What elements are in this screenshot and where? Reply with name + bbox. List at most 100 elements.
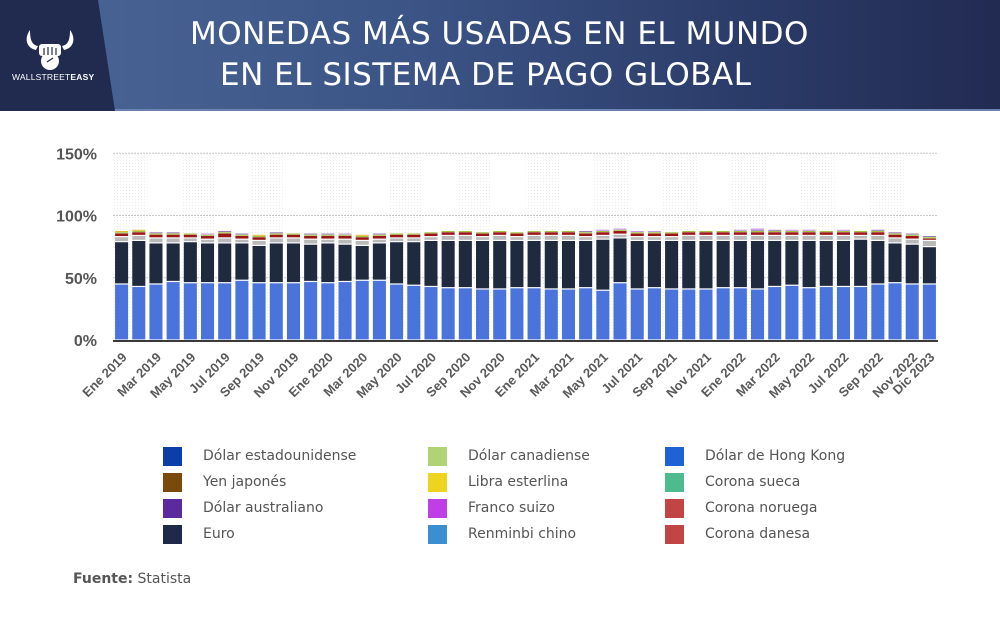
bar-segment [630,232,644,234]
bar-segment [355,234,369,236]
legend-label: Dólar canadiense [468,448,590,464]
bar-segment [768,231,782,233]
bar-stack [922,236,936,340]
bar-segment [871,284,885,340]
bar-segment [699,231,713,233]
bar-segment [613,228,627,230]
bar-segment [905,284,919,340]
bar-segment [321,239,335,243]
legend-item: Dólar estadounidense [163,446,356,466]
bar-segment [424,287,438,340]
bar-segment [132,232,146,235]
bar-segment [785,285,799,340]
bar-stack [493,231,507,340]
bar-segment [235,239,249,243]
legend-item: Corona sueca [665,472,800,492]
bar-segment [201,236,215,239]
bar-segment [149,284,163,340]
bar-segment [819,241,833,286]
bar-segment [647,232,661,234]
bar-stack [286,233,300,340]
bar-stack [613,228,627,340]
bar-segment [115,233,129,237]
bar-stack [819,231,833,340]
bar-segment [630,231,644,233]
bar-segment [510,232,524,234]
legend-swatch [163,524,182,544]
bar-segment [802,229,816,231]
bar-segment [149,243,163,284]
chart-legend: Dólar estadounidense Yen japonés Dólar aus… [163,446,863,546]
bar-segment [321,243,335,283]
bar-segment [768,229,782,231]
bar-segment [286,238,300,243]
bar-segment [235,234,249,236]
bar-stack [321,233,335,340]
bar-segment [424,233,438,237]
bar-segment [544,241,558,289]
bar-segment [115,237,129,242]
legend-swatch [163,446,182,466]
bar-segment [905,234,919,236]
bar-stack [785,229,799,340]
bar-segment [819,232,833,235]
bar-segment [716,241,730,288]
bar-segment [132,236,146,240]
bar-segment [785,236,799,240]
bar-stack [716,231,730,340]
bar-stack [665,232,679,340]
bar-segment [579,231,593,233]
bar-segment [304,282,318,340]
bar-segment [802,288,816,340]
bar-segment [115,232,129,234]
y-tick-label: 50% [65,271,97,288]
bar-segment [235,236,249,239]
bar-segment [579,232,593,234]
bar-segment [768,232,782,235]
bar-segment [579,241,593,288]
bar-segment [458,241,472,288]
bar-segment [407,238,421,242]
bar-segment [682,236,696,240]
bar-segment [390,284,404,340]
bar-segment [733,231,747,233]
source-value: Statista [137,571,192,587]
bar-segment [269,283,283,340]
bar-segment [355,245,369,280]
legend-label: Corona danesa [705,526,811,542]
bar-segment [132,231,146,233]
bar-segment [716,231,730,233]
bar-segment [252,234,266,236]
bar-segment [338,244,352,281]
bar-segment [390,238,404,242]
bar-segment [665,237,679,240]
bar-segment [235,280,249,340]
bar-segment [751,232,765,235]
header-divider [0,109,1000,111]
bar-segment [682,231,696,233]
legend-item: Dólar australiano [163,498,323,518]
bar-segment [922,236,936,238]
legend-swatch [163,472,182,492]
bar-segment [372,236,386,239]
bar-stack [166,232,180,340]
bar-segment [733,288,747,340]
bar-segment [390,233,404,235]
legend-swatch [428,498,447,518]
bar-segment [372,233,386,235]
bar-stack [269,232,283,340]
legend-item: Yen japonés [163,472,286,492]
bar-segment [836,232,850,235]
bar-stack [561,231,575,340]
bar-segment [785,241,799,285]
legend-label: Renminbi chino [468,526,577,542]
bar-stack [476,232,490,340]
bar-stack [132,229,146,340]
bar-segment [819,236,833,240]
bar-segment [115,242,129,284]
bar-segment [802,231,816,233]
bar-segment [355,237,369,240]
bar-stack [854,231,868,340]
legend-label: Dólar estadounidense [203,448,357,464]
